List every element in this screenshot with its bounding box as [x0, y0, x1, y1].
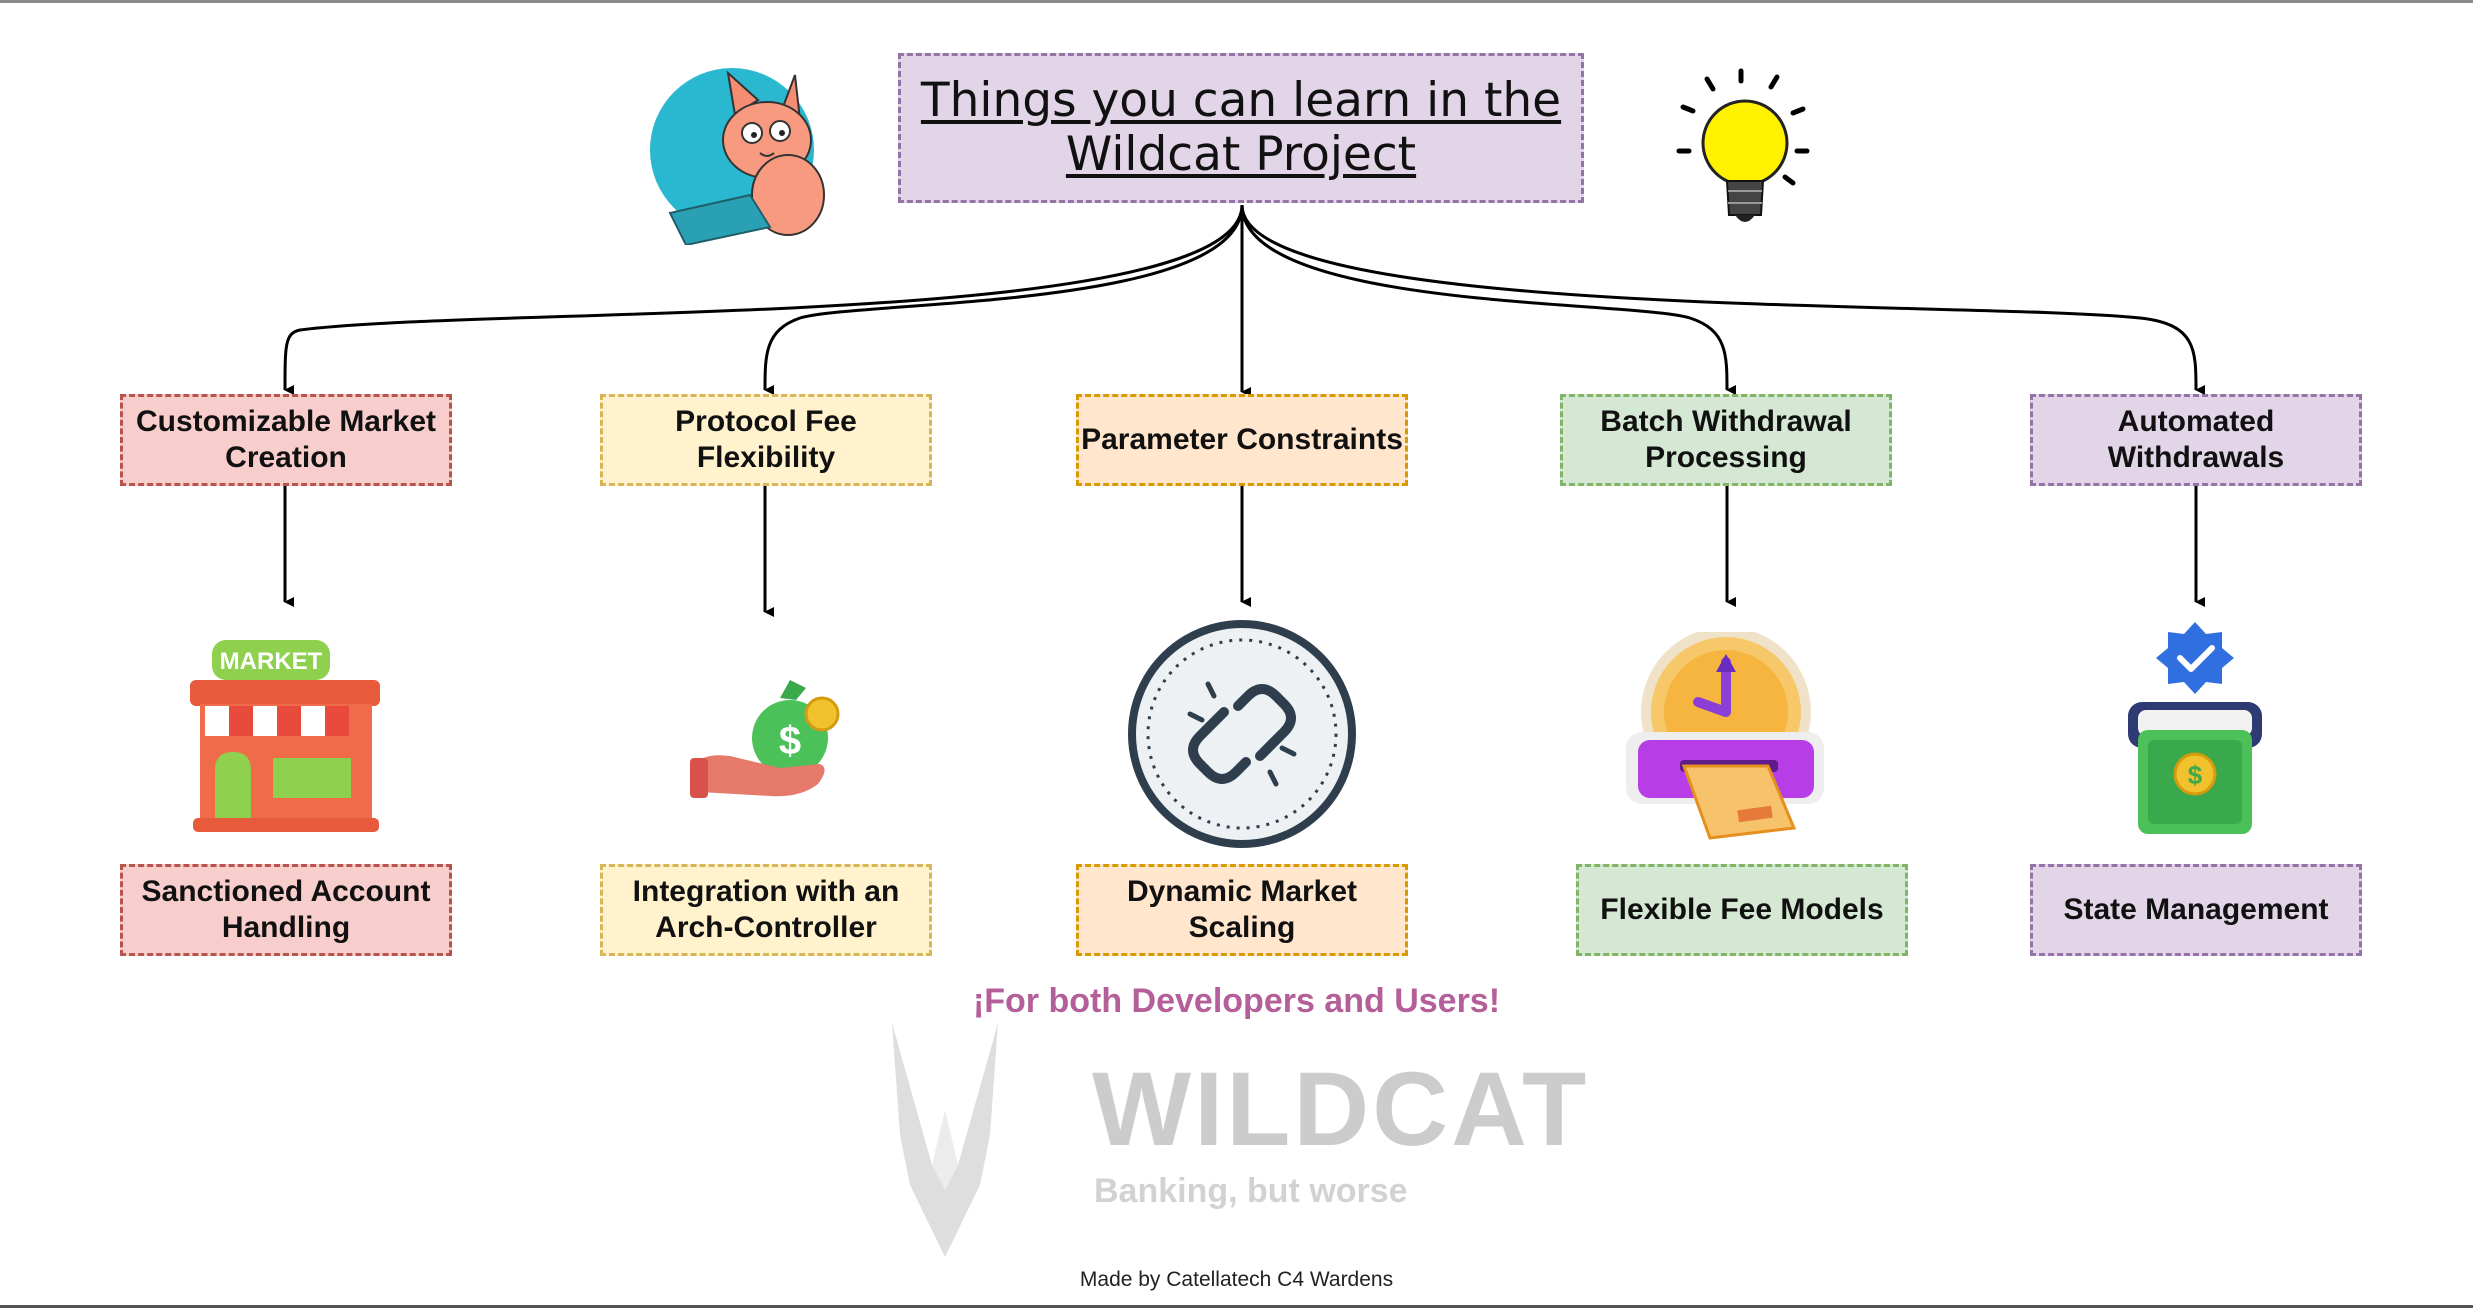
light-bulb-icon: [1676, 68, 1810, 222]
feature-label: Protocol Fee Flexibility: [675, 405, 857, 474]
currency-symbol-text: $: [779, 719, 801, 763]
market-sign-text: MARKET: [220, 648, 323, 675]
feature-box-protocol-fee-flexibility: Protocol Fee Flexibility: [600, 394, 932, 486]
feature-box-automated-withdrawals: Automated Withdrawals: [2030, 394, 2362, 486]
feature-label: Integration with an Arch-Controller: [632, 875, 900, 944]
brand-tagline: Banking, but worse: [1094, 1172, 1408, 1210]
feature-label: Automated Withdrawals: [2107, 405, 2285, 474]
cash-withdrawal-icon: $: [2128, 622, 2262, 834]
tagline: ¡For both Developers and Users!: [972, 982, 1501, 1020]
wildcat-logo-icon: [892, 1023, 998, 1257]
credit-line: Made by Catellatech C4 Wardens: [1079, 1268, 1394, 1291]
feature-box-dynamic-market-scaling: Dynamic Market Scaling: [1076, 864, 1408, 956]
brand-name: WILDCAT: [1092, 1051, 1590, 1168]
arrow-title-to-feature-5: [1240, 204, 2206, 395]
feature-box-batch-withdrawal-processing: Batch Withdrawal Processing: [1560, 394, 1892, 486]
feature-box-flexible-fee-models: Flexible Fee Models: [1576, 864, 1908, 956]
feature-label: State Management: [2063, 893, 2329, 926]
cat-laptop-icon: [650, 68, 825, 245]
feature-label: Customizable Market Creation: [135, 405, 437, 474]
feature-label: Sanctioned Account Handling: [141, 875, 431, 944]
top-border: [0, 0, 2473, 3]
arrow-title-to-feature-1: [283, 204, 1244, 396]
arrow-title-to-feature-4: [1240, 204, 1737, 395]
feature-box-state-management: State Management: [2030, 864, 2362, 956]
arrow-title-to-feature-2: [763, 204, 1244, 396]
clock-card-reader-icon: [1626, 632, 1824, 840]
feature-box-parameter-constraints: Parameter Constraints: [1076, 394, 1408, 486]
money-bag-hand-icon: $: [690, 680, 840, 798]
feature-label: Dynamic Market Scaling: [1126, 875, 1358, 944]
feature-label: Batch Withdrawal Processing: [1600, 405, 1852, 474]
feature-label: Flexible Fee Models: [1600, 893, 1884, 926]
title-box: Things you can learn in the Wildcat Proj…: [898, 53, 1584, 203]
feature-box-integration-arch-controller: Integration with an Arch-Controller: [600, 864, 932, 956]
market-store-icon: MARKET: [190, 640, 380, 832]
feature-label: Parameter Constraints: [1081, 423, 1403, 456]
page-title: Things you can learn in the Wildcat Proj…: [920, 73, 1562, 182]
feature-box-customizable-market-creation: Customizable Market Creation: [120, 394, 452, 486]
chain-link-icon: [1128, 620, 1356, 848]
bottom-border: [0, 1305, 2473, 1308]
currency-symbol-text: $: [2188, 760, 2203, 790]
feature-box-sanctioned-account-handling: Sanctioned Account Handling: [120, 864, 452, 956]
